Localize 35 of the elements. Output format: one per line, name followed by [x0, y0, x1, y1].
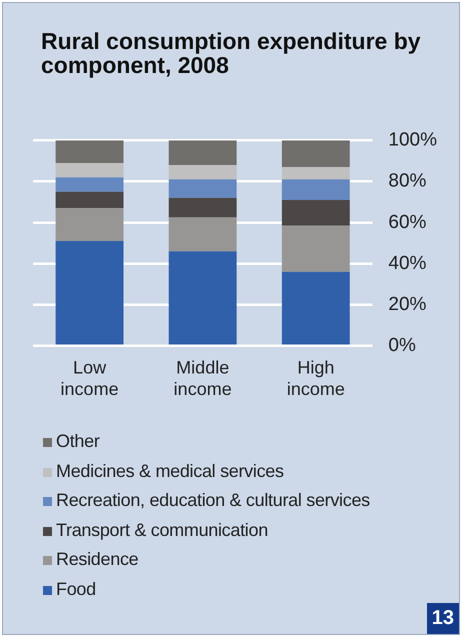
bar — [56, 140, 124, 163]
legend-label: Other — [55, 430, 101, 453]
bar — [56, 177, 124, 192]
y-tick-label: 40% — [388, 252, 427, 274]
bar — [168, 251, 237, 345]
bar — [56, 162, 124, 178]
bar — [168, 198, 237, 218]
y-tick-label: 100% — [388, 130, 438, 151]
bar — [282, 167, 350, 180]
x-tick-label: Low income — [60, 358, 119, 400]
legend-label: Food — [55, 578, 97, 600]
bar — [168, 140, 237, 166]
x-tick-label: Middle income — [174, 358, 232, 400]
bar — [282, 272, 350, 345]
y-tick-label: 60% — [388, 212, 427, 233]
bar — [282, 200, 350, 226]
legend-label: Medicines & medical services — [55, 460, 285, 482]
y-tick-label: 0% — [388, 335, 416, 356]
bar — [282, 140, 350, 168]
legend-label: Residence — [55, 548, 140, 571]
legend-label: Recreation, education & cultural services — [55, 489, 370, 512]
text: 13 — [426, 603, 459, 634]
bar — [168, 165, 237, 180]
bar — [282, 179, 350, 200]
bar — [56, 208, 124, 242]
y-tick-label: 20% — [388, 294, 427, 315]
legend-label: Transport & communication — [55, 518, 269, 542]
bar — [168, 179, 237, 198]
bar — [282, 226, 350, 272]
chart-title: Rural consumption expenditure by component, 2008 — [41, 28, 422, 78]
y-tick-label: 80% — [388, 170, 427, 192]
bar — [56, 241, 124, 345]
bar — [56, 192, 124, 208]
x-tick-label: High income — [286, 358, 345, 400]
bar — [168, 217, 237, 252]
